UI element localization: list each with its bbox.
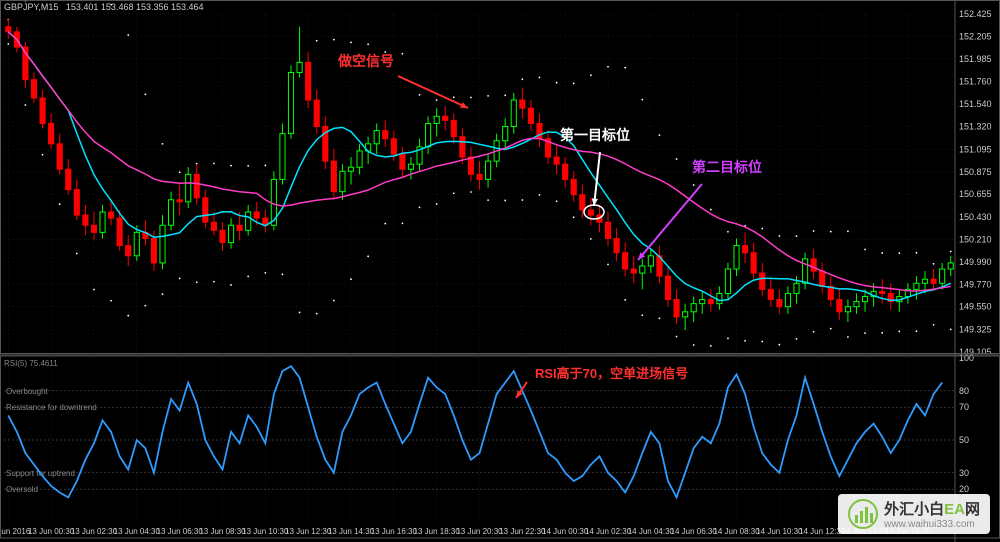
svg-text:13 Jun 06:30: 13 Jun 06:30 — [157, 527, 204, 536]
svg-text:100: 100 — [959, 353, 974, 363]
svg-text:151.320: 151.320 — [959, 121, 992, 131]
svg-text:13 Jun 08:30: 13 Jun 08:30 — [199, 527, 246, 536]
svg-text:13 Jun 02:30: 13 Jun 02:30 — [71, 527, 118, 536]
chart-container: 152.425 152.205 151.985 151.760 151.540 151.3… — [0, 0, 1000, 542]
svg-text:14 Jun 10:30: 14 Jun 10:30 — [756, 527, 803, 536]
svg-text:152.205: 152.205 — [959, 31, 992, 41]
symbol-title: GBPJPY,M15 153.401 153.468 153.356 153.4… — [4, 2, 204, 12]
watermark-url: www.waihui333.com — [884, 519, 980, 530]
svg-text:80: 80 — [959, 386, 969, 396]
svg-text:14 Jun 04:30: 14 Jun 04:30 — [628, 527, 675, 536]
svg-text:20: 20 — [959, 484, 969, 494]
svg-text:13 Jun 20:30: 13 Jun 20:30 — [456, 527, 503, 536]
watermark: 外汇小白EA网 www.waihui333.com — [838, 494, 990, 534]
svg-text:30: 30 — [959, 468, 969, 478]
svg-text:12 Jun 2016: 12 Jun 2016 — [0, 527, 31, 536]
svg-text:13 Jun 14:30: 13 Jun 14:30 — [328, 527, 375, 536]
svg-text:70: 70 — [959, 402, 969, 412]
svg-text:13 Jun 16:30: 13 Jun 16:30 — [371, 527, 418, 536]
svg-text:151.760: 151.760 — [959, 77, 992, 87]
svg-text:RSI(5) 75.4611: RSI(5) 75.4611 — [4, 359, 58, 368]
watermark-brand2: EA — [944, 501, 965, 518]
svg-text:149.325: 149.325 — [959, 325, 992, 335]
svg-text:做空信号: 做空信号 — [337, 53, 394, 69]
watermark-brand1: 外汇小白 — [884, 501, 944, 518]
svg-text:150.875: 150.875 — [959, 167, 992, 177]
svg-text:13 Jun 04:30: 13 Jun 04:30 — [114, 527, 161, 536]
svg-text:151.540: 151.540 — [959, 99, 992, 109]
watermark-brand3: 网 — [965, 501, 980, 518]
ohlc-text: 153.401 153.468 153.356 153.464 — [66, 2, 204, 12]
svg-text:149.770: 149.770 — [959, 279, 992, 289]
svg-text:第二目标位: 第二目标位 — [692, 159, 762, 175]
svg-text:149.550: 149.550 — [959, 302, 992, 312]
svg-text:14 Jun 02:30: 14 Jun 02:30 — [585, 527, 632, 536]
svg-text:Overbought: Overbought — [6, 387, 49, 396]
svg-text:RSI高于70，空单进场信号: RSI高于70，空单进场信号 — [535, 366, 688, 381]
svg-text:149.990: 149.990 — [959, 257, 992, 267]
svg-text:150.430: 150.430 — [959, 212, 992, 222]
svg-text:50: 50 — [959, 435, 969, 445]
svg-text:150.210: 150.210 — [959, 235, 992, 245]
svg-text:13 Jun 10:30: 13 Jun 10:30 — [242, 527, 289, 536]
svg-text:151.095: 151.095 — [959, 144, 992, 154]
svg-text:第一目标位: 第一目标位 — [560, 127, 630, 143]
svg-text:13 Jun 00:30: 13 Jun 00:30 — [28, 527, 75, 536]
svg-text:151.985: 151.985 — [959, 54, 992, 64]
watermark-text-block: 外汇小白EA网 www.waihui333.com — [884, 498, 980, 530]
svg-text:152.425: 152.425 — [959, 9, 992, 19]
svg-text:13 Jun 18:30: 13 Jun 18:30 — [414, 527, 461, 536]
svg-text:14 Jun 08:30: 14 Jun 08:30 — [713, 527, 760, 536]
symbol-text: GBPJPY,M15 — [4, 2, 58, 12]
watermark-icon — [848, 499, 878, 529]
svg-text:150.655: 150.655 — [959, 189, 992, 199]
chart-svg: 152.425 152.205 151.985 151.760 151.540 151.3… — [0, 0, 1000, 542]
svg-text:13 Jun 12:30: 13 Jun 12:30 — [285, 527, 332, 536]
svg-text:14 Jun 06:30: 14 Jun 06:30 — [671, 527, 718, 536]
svg-text:13 Jun 22:30: 13 Jun 22:30 — [499, 527, 546, 536]
svg-text:Oversold: Oversold — [6, 485, 38, 494]
svg-text:14 Jun 00:30: 14 Jun 00:30 — [542, 527, 589, 536]
